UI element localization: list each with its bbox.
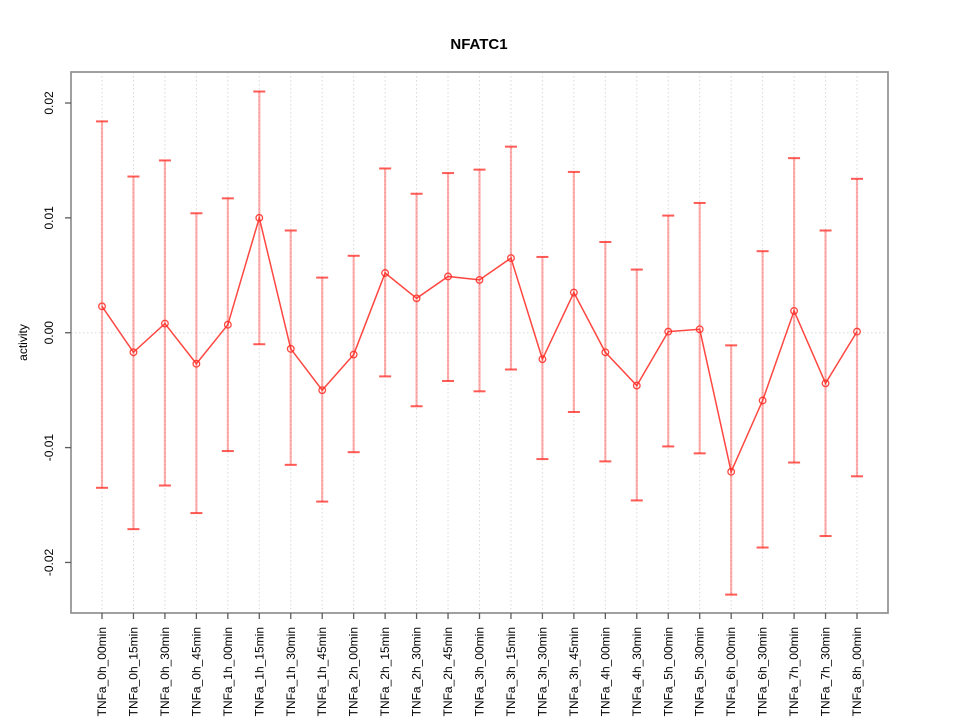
x-tick-label: TNFa_1h_30min [284, 627, 298, 716]
data-point [98, 302, 106, 311]
error-bars [96, 90, 863, 596]
x-tick-label: TNFa_6h_00min [724, 627, 738, 716]
data-point [318, 386, 327, 395]
x-tick-label: TNFa_5h_30min [693, 627, 707, 716]
x-tick-label: TNFa_6h_30min [756, 627, 770, 716]
data-point [192, 359, 201, 368]
y-tick-label: -0.01 [42, 434, 56, 462]
data-point [538, 355, 547, 364]
x-tick-label: TNFa_5h_00min [661, 627, 675, 716]
x-tick-label: TNFa_0h_00min [95, 627, 109, 716]
x-tick-label: TNFa_1h_00min [221, 627, 235, 716]
y-tick-label: -0.02 [42, 548, 56, 576]
gridlines [71, 72, 888, 613]
x-tick-label: TNFa_7h_30min [819, 627, 833, 716]
series-line [101, 214, 858, 475]
data-point [286, 344, 295, 353]
x-tick-label: TNFa_8h_00min [850, 627, 864, 716]
x-tick-label: TNFa_0h_30min [158, 627, 172, 716]
data-point [412, 294, 421, 303]
data-point [727, 467, 736, 476]
data-point [569, 288, 578, 297]
x-tick-label: TNFa_3h_00min [473, 627, 487, 716]
x-tick-label: TNFa_4h_30min [630, 627, 644, 716]
x-tick-label: TNFa_2h_15min [378, 627, 392, 716]
y-tick-label: 0.02 [42, 91, 56, 115]
y-tick-label: 0.01 [42, 206, 56, 230]
data-point [758, 396, 767, 405]
data-point [160, 319, 169, 328]
x-tick-label: TNFa_2h_00min [347, 627, 361, 716]
data-point [632, 381, 641, 390]
data-point [695, 325, 704, 334]
data-point [853, 327, 861, 336]
y-axis-label: activity [16, 324, 30, 361]
data-point [381, 269, 390, 277]
x-tick-label: TNFa_2h_30min [410, 627, 424, 716]
axes: 0.02 0.01 0.00 -0.01 -0.02 TNFa_0h_00min TNFa_… [42, 71, 889, 716]
x-tick-label: TNFa_0h_15min [126, 627, 140, 716]
data-point [821, 379, 830, 388]
x-tick-label: TNFa_1h_15min [252, 627, 266, 716]
data-point [507, 254, 515, 263]
data-point [601, 348, 610, 357]
data-point [349, 350, 358, 359]
data-point [664, 327, 673, 336]
data-series [98, 213, 861, 476]
x-tick-label: TNFa_3h_15min [504, 627, 518, 716]
data-point [255, 213, 264, 222]
data-point [129, 348, 138, 357]
x-tick-label: TNFa_4h_00min [598, 627, 612, 716]
data-point [790, 306, 799, 315]
x-tick-label: TNFa_2h_45min [441, 627, 455, 716]
x-tick-label: TNFa_0h_45min [189, 627, 203, 716]
x-tick-label: TNFa_3h_45min [567, 627, 581, 716]
data-point [475, 275, 484, 284]
x-tick-label: TNFa_1h_45min [315, 627, 329, 716]
data-point [444, 272, 452, 281]
chart-title: NFATC1 [450, 36, 507, 53]
x-tick-label: TNFa_7h_00min [787, 627, 801, 716]
y-tick-label: 0.00 [42, 321, 56, 345]
x-tick-label: TNFa_3h_30min [535, 627, 549, 716]
data-point [223, 320, 232, 329]
